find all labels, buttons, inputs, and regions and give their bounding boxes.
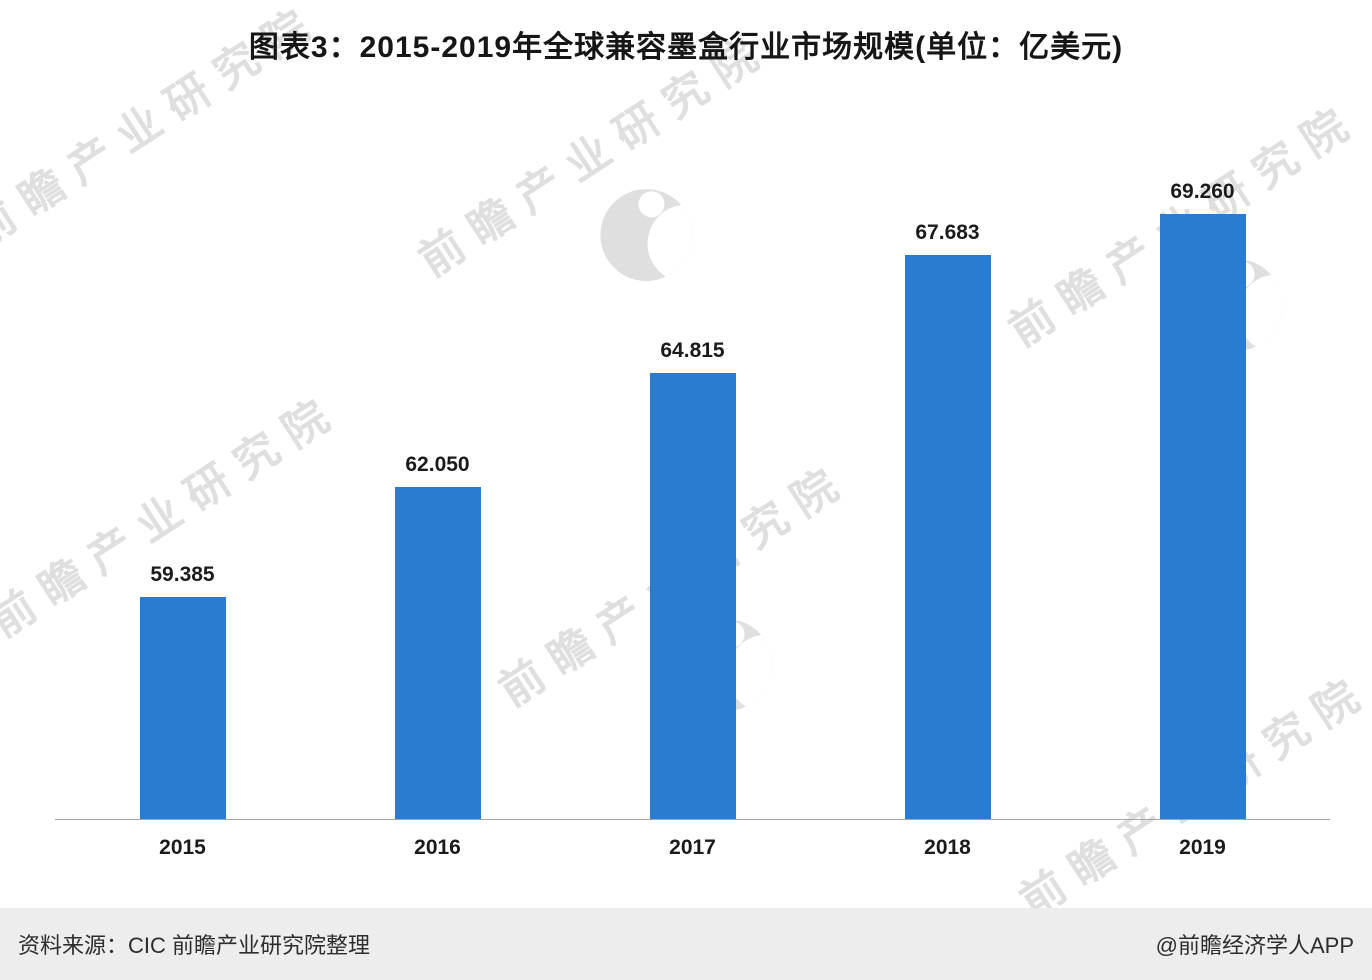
bar-slot-2019: 69.260 [1075, 180, 1330, 819]
plot-area: 59.385 62.050 64.815 67.683 69.260 [55, 180, 1330, 820]
bar-value-label: 62.050 [405, 453, 470, 476]
bar-2015 [139, 597, 226, 819]
bar-slot-2015: 59.385 [55, 180, 310, 819]
x-axis-label-2015: 2015 [159, 836, 206, 859]
bar-2017 [649, 373, 736, 819]
bar-2019 [1159, 214, 1246, 819]
x-axis-label-2019: 2019 [1179, 836, 1226, 859]
bar-2016 [394, 487, 481, 819]
x-axis-label-2016: 2016 [414, 836, 461, 859]
x-axis-label-2017: 2017 [669, 836, 716, 859]
bar-value-label: 69.260 [1170, 180, 1235, 203]
bar-slot-2017: 64.815 [565, 180, 820, 819]
footer: 资料来源：CIC 前瞻产业研究院整理 @前瞻经济学人APP [0, 908, 1372, 980]
source-text: 资料来源：CIC 前瞻产业研究院整理 [18, 933, 371, 958]
x-axis-labels: 2015 2016 2017 2018 2019 [55, 836, 1330, 860]
bar-value-label: 59.385 [150, 563, 215, 586]
bar-2018 [904, 255, 991, 819]
x-axis-label-2018: 2018 [924, 836, 971, 859]
bar-slot-2018: 67.683 [820, 180, 1075, 819]
credit-text: @前瞻经济学人APP [1155, 933, 1354, 958]
bar-slot-2016: 62.050 [310, 180, 565, 819]
bar-value-label: 64.815 [660, 339, 725, 362]
bar-value-label: 67.683 [915, 221, 980, 244]
chart-title: 图表3：2015-2019年全球兼容墨盒行业市场规模(单位：亿美元) [248, 31, 1124, 64]
